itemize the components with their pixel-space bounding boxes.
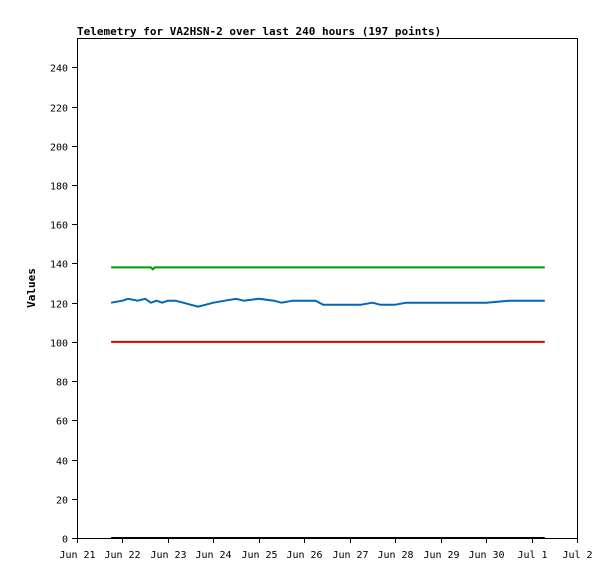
x-tick-label: Jun 25 <box>241 550 277 561</box>
y-tick-label: 60 <box>56 417 68 428</box>
y-tick-label: 120 <box>50 300 68 311</box>
y-tick-label: 0 <box>62 535 68 546</box>
y-tick-label: 160 <box>50 221 68 232</box>
x-tick-label: Jun 26 <box>286 550 322 561</box>
y-tick-label: 20 <box>56 496 68 507</box>
x-tick-label: Jun 28 <box>377 550 413 561</box>
x-tick-label: Jun 21 <box>59 550 95 561</box>
series-layer <box>110 266 545 539</box>
chart-title: Telemetry for VA2HSN-2 over last 240 hou… <box>77 25 441 38</box>
y-tick-label: 220 <box>50 104 68 115</box>
x-tick-label: Jun 30 <box>468 550 504 561</box>
y-tick-label: 140 <box>50 260 68 271</box>
x-tick-label: Jun 27 <box>332 550 368 561</box>
y-tick-label: 40 <box>56 457 68 468</box>
series-line-1 <box>111 266 545 271</box>
y-tick-label: 80 <box>56 378 68 389</box>
y-axis: 0 20 40 60 80 100 120 140 160 180 200 220 240 <box>50 64 77 546</box>
plot-frame <box>77 38 578 539</box>
x-tick-label: Jun 23 <box>150 550 186 561</box>
series-line-2 <box>110 297 545 308</box>
x-axis: Jun 21 Jun 22 Jun 23 Jun 24 Jun 25 Jun 26 Jun … <box>59 538 593 561</box>
y-tick-label: 180 <box>50 182 68 193</box>
x-tick-label: Jun 24 <box>195 550 231 561</box>
y-tick-label: 240 <box>50 64 68 75</box>
y-axis-label: Values <box>25 268 38 308</box>
x-tick-label: Jun 22 <box>104 550 140 561</box>
x-tick-label: Jul 1 <box>517 550 547 561</box>
x-tick-label: Jul 2 <box>562 550 592 561</box>
x-tick-label: Jun 29 <box>423 550 459 561</box>
y-tick-label: 200 <box>50 143 68 154</box>
y-tick-label: 100 <box>50 339 68 350</box>
